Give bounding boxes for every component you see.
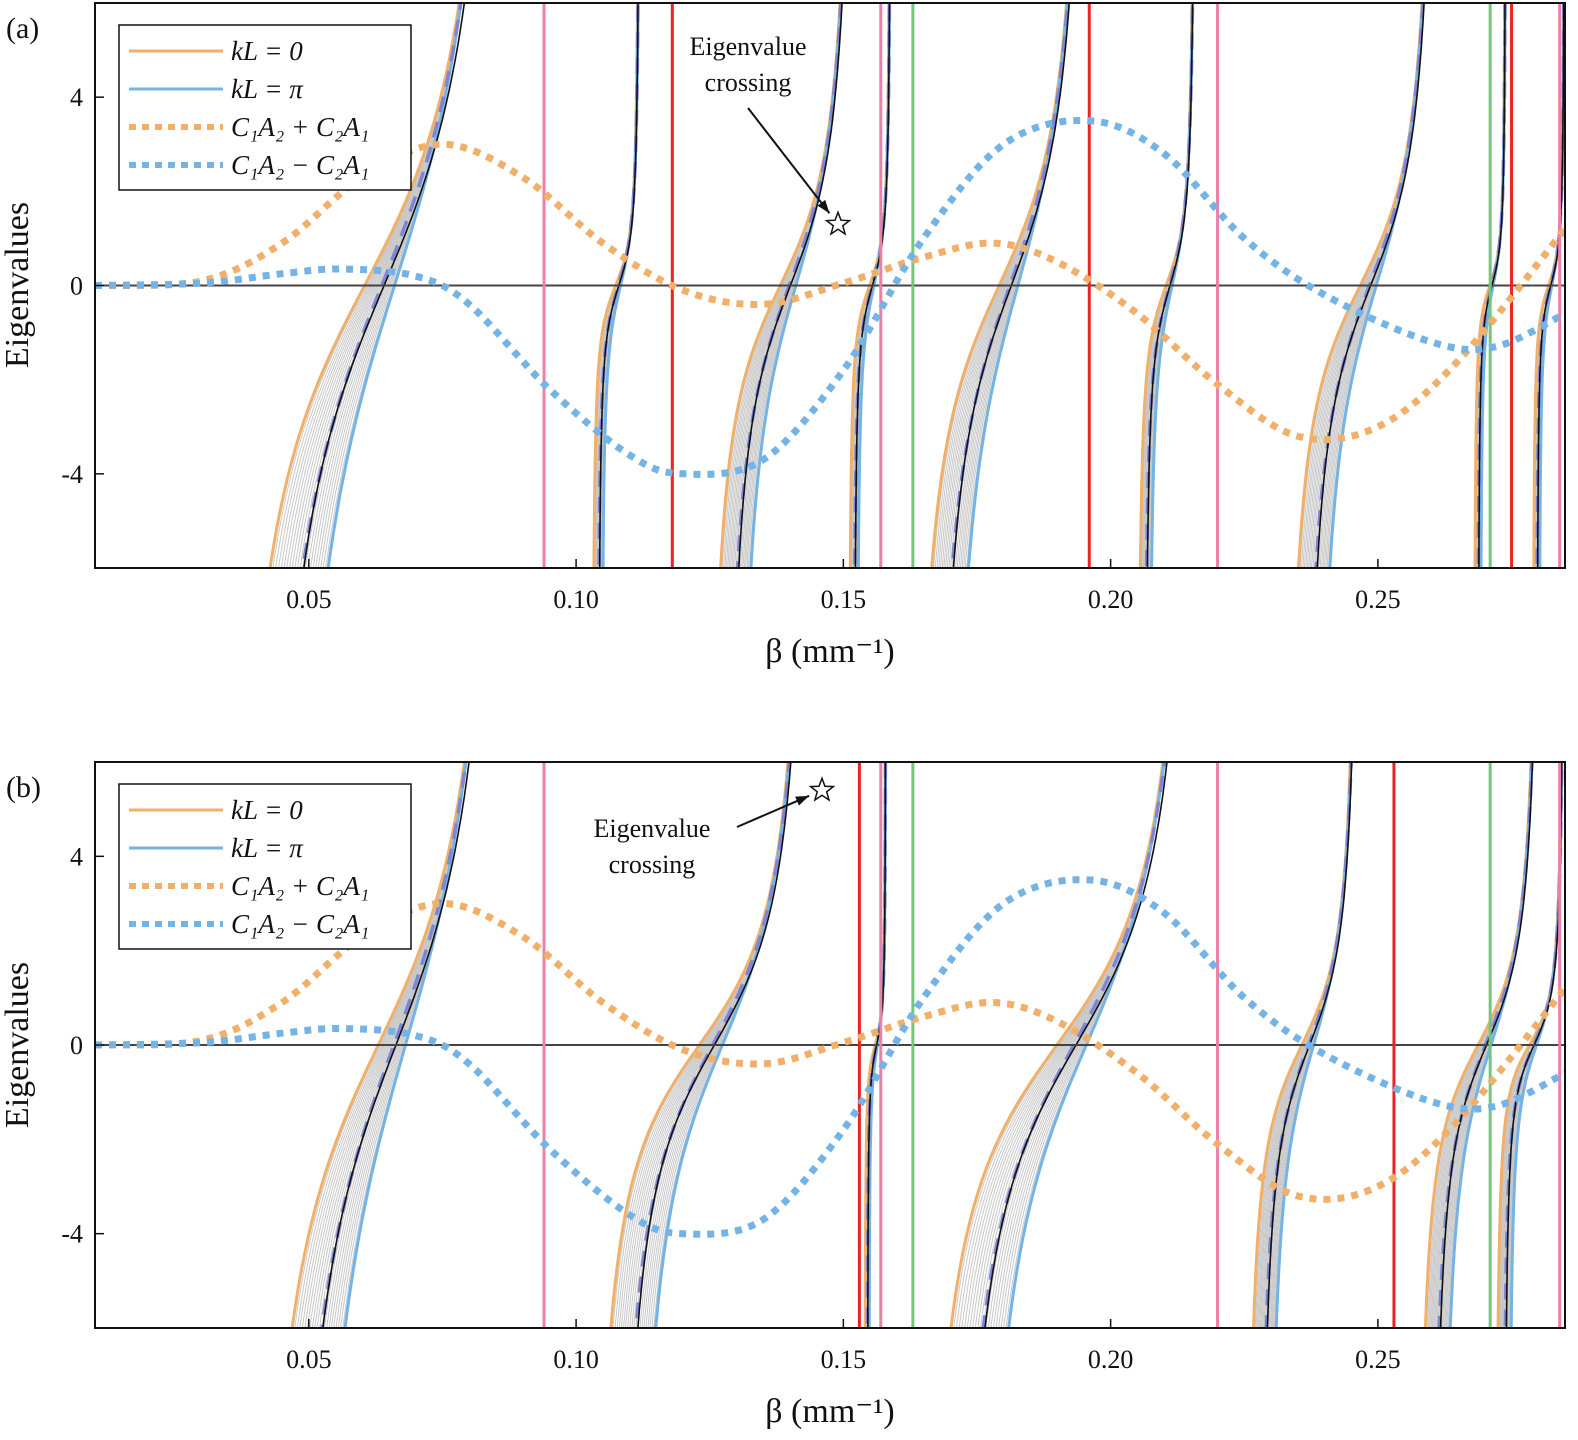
legend-label: kL = π: [231, 833, 304, 863]
band-line: [1151, 3, 1194, 568]
star-marker: [808, 776, 836, 802]
band-line: [601, 3, 639, 568]
legend-label: C₁A₂ + C₂A₁: [231, 112, 369, 142]
x-tick-label: 0.20: [1088, 1345, 1134, 1374]
legend-label: kL = π: [231, 74, 304, 104]
y-axis-label: Eigenvalues: [0, 962, 36, 1128]
band-line: [1325, 3, 1424, 568]
kLpi-curve: [1150, 3, 1195, 568]
x-tick-label: 0.05: [286, 585, 332, 614]
y-tick-label: -4: [61, 460, 83, 489]
annotation: Eigenvalue crossing: [690, 32, 852, 236]
x-tick-label: 0.20: [1088, 585, 1134, 614]
legend-label: kL = 0: [231, 795, 303, 825]
eigen-branch: [1138, 3, 1195, 568]
legend-label: C₁A₂ + C₂A₁: [231, 871, 369, 901]
legend-label: kL = 0: [231, 36, 303, 66]
band-line: [601, 3, 639, 568]
x-tick-label: 0.25: [1355, 1345, 1401, 1374]
eigen-branch: [930, 3, 1071, 568]
x-tick-label: 0.15: [821, 585, 867, 614]
annotation-text: Eigenvalue: [594, 814, 711, 843]
legend-label: C₁A₂ − C₂A₁: [231, 909, 369, 939]
plot-area: [95, 3, 1565, 568]
dotted-series-diffDot: [95, 876, 1565, 1238]
eigen-branch: [1297, 3, 1425, 568]
y-axis-label: Eigenvalues: [0, 202, 36, 368]
arrow-head: [817, 199, 830, 214]
dashed-curve: [950, 3, 1070, 568]
y-tick-label: 4: [70, 842, 83, 871]
panel-label: (b): [6, 771, 41, 804]
band-line: [961, 3, 1068, 568]
annotation: Eigenvalue crossing: [594, 776, 836, 879]
eigen-branch: [592, 3, 640, 568]
x-tick-label: 0.10: [553, 1345, 599, 1374]
x-axis-label: β (mm⁻¹): [765, 1393, 894, 1430]
dashed-curve: [981, 762, 1167, 1328]
annotation-arrow: [747, 107, 831, 214]
band-line: [856, 3, 890, 568]
x-tick-label: 0.15: [821, 1345, 867, 1374]
legend: kL = 0 kL = π C₁A₂ + C₂A₁ C₁A₂ − C₂A₁: [118, 783, 412, 950]
band-line: [857, 3, 890, 568]
arrow-head: [795, 795, 810, 806]
y-tick-label: -4: [61, 1220, 83, 1249]
y-tick-label: 4: [70, 83, 83, 112]
legend: kL = 0 kL = π C₁A₂ + C₂A₁ C₁A₂ − C₂A₁: [118, 24, 412, 191]
star-marker: [824, 210, 852, 236]
x-axis-label: β (mm⁻¹): [765, 633, 894, 670]
band-line: [1150, 3, 1194, 568]
panel-b: 0.05 0.10 0.15 0.20 0.25 -4 0 4 β (mm⁻¹) Eigenval…: [0, 761, 1566, 1430]
annotation-text: crossing: [705, 68, 792, 97]
y-tick-label: 0: [70, 1031, 83, 1060]
band-line: [1149, 3, 1193, 568]
annotation-text: crossing: [609, 850, 696, 879]
band-line: [600, 3, 639, 568]
annotation-text: Eigenvalue: [690, 32, 807, 61]
band-line: [600, 3, 639, 568]
band-line: [856, 3, 890, 568]
x-tick-label: 0.05: [286, 1345, 332, 1374]
x-tick-label: 0.25: [1355, 585, 1401, 614]
plot-area: [95, 762, 1565, 1328]
band-line: [963, 3, 1068, 568]
band-line: [1326, 3, 1424, 568]
panel-label: (a): [6, 12, 39, 45]
y-tick-label: 0: [70, 272, 83, 301]
x-tick-label: 0.10: [553, 585, 599, 614]
panel-a: 0.05 0.10 0.15 0.20 0.25 -4 0 4 β (mm⁻¹) Eigenval…: [0, 2, 1566, 670]
legend-label: C₁A₂ − C₂A₁: [231, 150, 369, 180]
band-line: [1150, 3, 1194, 568]
